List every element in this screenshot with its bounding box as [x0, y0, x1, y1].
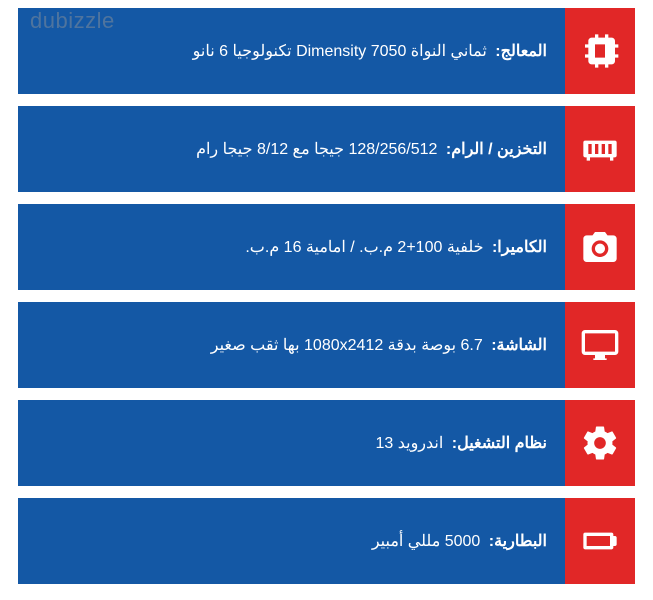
- spec-list: المعالج: ثماني النواة Dimensity 7050 تكن…: [18, 8, 635, 584]
- spec-label: المعالج:: [495, 43, 547, 60]
- battery-icon: [565, 498, 635, 584]
- spec-value: 128/256/512 جيجا مع 8/12 جيجا رام: [196, 141, 437, 158]
- spec-value: 5000 مللي أمبير: [372, 533, 480, 550]
- spec-value: 6.7 بوصة بدقة 1080x2412 بها ثقب صغير: [211, 337, 483, 354]
- spec-label: نظام التشغيل:: [452, 435, 547, 452]
- gears-icon: [565, 400, 635, 486]
- camera-icon: [565, 204, 635, 290]
- ram-icon: [565, 106, 635, 192]
- spec-label: الكاميرا:: [492, 239, 547, 256]
- cpu-icon: [565, 8, 635, 94]
- spec-value: ثماني النواة Dimensity 7050 تكنولوجيا 6 …: [193, 43, 487, 60]
- spec-row-display: الشاشة: 6.7 بوصة بدقة 1080x2412 بها ثقب …: [18, 302, 635, 388]
- spec-value: اندرويد 13: [375, 435, 443, 452]
- spec-label: البطارية:: [489, 533, 547, 550]
- spec-text-camera: الكاميرا: خلفية 100+2 م.ب. / امامية 16 م…: [18, 204, 565, 290]
- watermark-text: dubizzle: [30, 8, 115, 34]
- display-icon: [565, 302, 635, 388]
- spec-text-os: نظام التشغيل: اندرويد 13: [18, 400, 565, 486]
- spec-label: التخزين / الرام:: [446, 141, 547, 158]
- spec-row-camera: الكاميرا: خلفية 100+2 م.ب. / امامية 16 م…: [18, 204, 635, 290]
- spec-text-storage: التخزين / الرام: 128/256/512 جيجا مع 8/1…: [18, 106, 565, 192]
- spec-label: الشاشة:: [491, 337, 547, 354]
- spec-text-display: الشاشة: 6.7 بوصة بدقة 1080x2412 بها ثقب …: [18, 302, 565, 388]
- spec-text-battery: البطارية: 5000 مللي أمبير: [18, 498, 565, 584]
- spec-row-storage: التخزين / الرام: 128/256/512 جيجا مع 8/1…: [18, 106, 635, 192]
- spec-row-os: نظام التشغيل: اندرويد 13: [18, 400, 635, 486]
- spec-value: خلفية 100+2 م.ب. / امامية 16 م.ب.: [245, 239, 483, 256]
- spec-row-battery: البطارية: 5000 مللي أمبير: [18, 498, 635, 584]
